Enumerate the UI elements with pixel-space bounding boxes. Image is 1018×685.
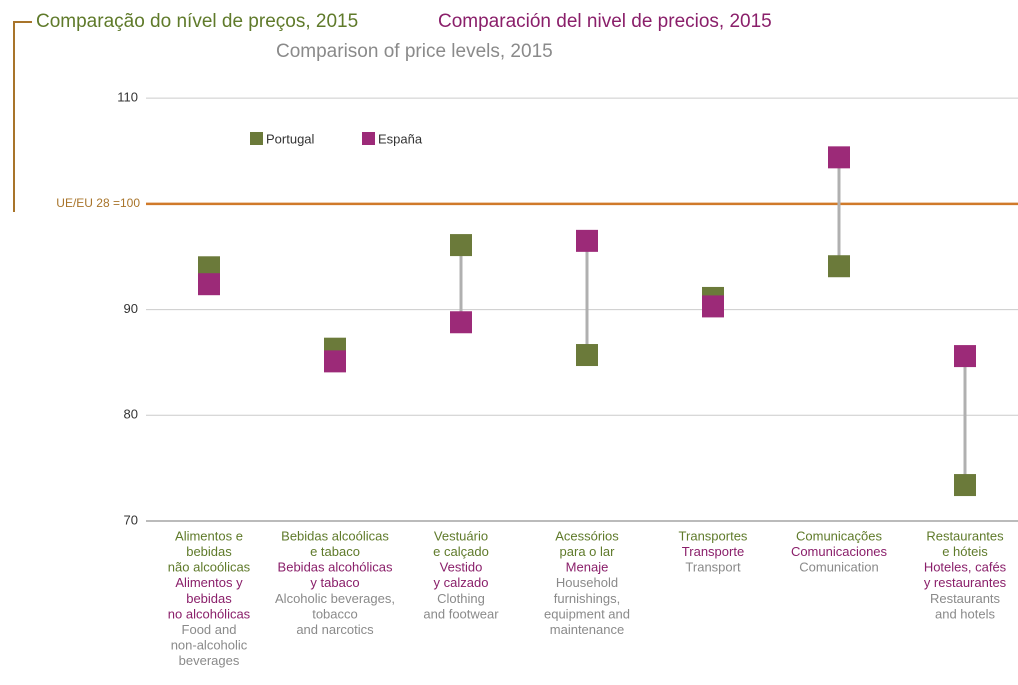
point <box>828 255 850 278</box>
x-tick-label: não alcoólicas <box>168 560 251 575</box>
point <box>576 344 598 367</box>
x-tick-label: Hoteles, cafés <box>924 560 1007 575</box>
x-tick-label: e tabaco <box>310 544 360 559</box>
x-tick-label: Bebidas alcoólicas <box>281 528 389 543</box>
point <box>324 350 346 373</box>
point <box>450 311 472 334</box>
x-tick-label: Transport <box>685 560 741 575</box>
x-tick-label: y restaurantes <box>924 575 1007 590</box>
x-tick-label: Alimentos e <box>175 528 243 543</box>
x-tick-label: bebidas <box>186 591 232 606</box>
title-bracket <box>13 21 32 212</box>
y-tick-label: 80 <box>124 407 138 422</box>
point <box>576 229 598 252</box>
x-tick-label: equipment and <box>544 606 630 621</box>
x-tick-label: Acessórios <box>555 528 619 543</box>
y-tick-label: 90 <box>124 301 138 316</box>
point <box>702 295 724 318</box>
x-tick-label: and narcotics <box>296 622 374 637</box>
point <box>954 474 976 497</box>
point <box>450 234 472 257</box>
x-tick-label: y tabaco <box>310 575 359 590</box>
title-es: Comparación del nivel de precios, 2015 <box>438 11 772 32</box>
x-tick-label: and hotels <box>935 606 995 621</box>
x-tick-label: and footwear <box>423 606 499 621</box>
x-tick-label: bebidas <box>186 544 232 559</box>
legend-swatch <box>362 132 375 145</box>
point <box>198 256 220 279</box>
x-tick-label: Restaurants <box>930 591 1001 606</box>
x-tick-label: Alcoholic beverages, <box>275 591 395 606</box>
reference-label: UE/EU 28 =100 <box>56 196 140 210</box>
point <box>828 146 850 169</box>
x-tick-label: beverages <box>179 653 240 668</box>
x-tick-label: Comunicações <box>796 528 882 543</box>
x-tick-label: Vestuário <box>434 528 488 543</box>
x-tick-label: non-alcoholic <box>171 638 248 653</box>
x-tick-label: Restaurantes <box>926 528 1004 543</box>
x-tick-label: y calzado <box>434 575 489 590</box>
x-tick-label: para o lar <box>560 544 616 559</box>
x-tick-label: Food and <box>182 622 237 637</box>
point <box>954 345 976 368</box>
x-tick-label: Comunicaciones <box>791 544 888 559</box>
y-tick-label: 110 <box>117 90 138 105</box>
x-tick-label: Menaje <box>566 560 609 575</box>
legend-swatch <box>250 132 263 145</box>
y-tick-label: 70 <box>124 512 138 527</box>
x-tick-label: Transportes <box>679 528 748 543</box>
title-en: Comparison of price levels, 2015 <box>276 41 553 62</box>
x-tick-label: furnishings, <box>554 591 620 606</box>
x-tick-label: Alimentos y <box>175 575 243 590</box>
legend-label: España <box>378 131 423 146</box>
x-tick-label: Clothing <box>437 591 485 606</box>
x-tick-label: tobacco <box>312 606 358 621</box>
x-tick-label: Household <box>556 575 618 590</box>
legend-label: Portugal <box>266 131 315 146</box>
x-tick-label: no alcohólicas <box>168 606 251 621</box>
x-tick-label: e hóteis <box>942 544 988 559</box>
title-pt: Comparação do nível de preços, 2015 <box>36 11 358 32</box>
x-tick-label: e calçado <box>433 544 489 559</box>
x-tick-label: Transporte <box>682 544 744 559</box>
point <box>198 273 220 296</box>
x-tick-label: Comunication <box>799 560 879 575</box>
x-tick-label: Bebidas alcohólicas <box>278 560 393 575</box>
x-tick-label: Vestido <box>440 560 483 575</box>
x-tick-label: maintenance <box>550 622 624 637</box>
